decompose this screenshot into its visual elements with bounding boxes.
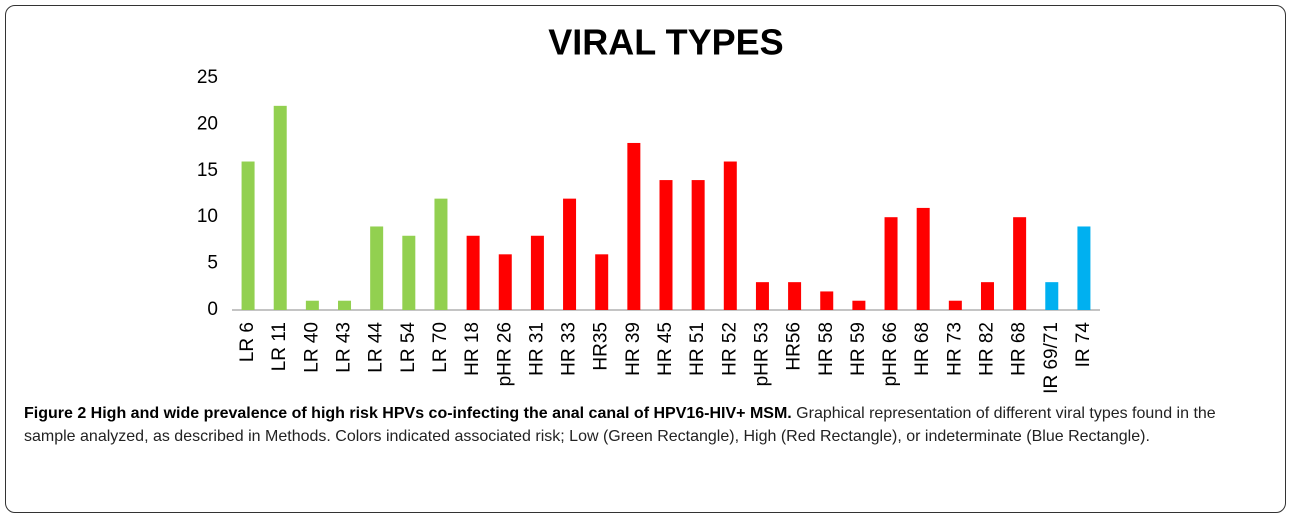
caption-label: Figure 2 High and wide prevalence of hig… <box>24 405 792 422</box>
bar <box>273 105 287 310</box>
x-tick-label: LR 54 <box>398 322 419 373</box>
bar <box>788 282 802 310</box>
bar <box>595 254 609 310</box>
bar <box>948 300 962 310</box>
bar <box>916 207 930 310</box>
bar <box>1013 217 1027 310</box>
bar <box>723 161 737 310</box>
bar <box>659 180 673 310</box>
x-tick-label: LR 44 <box>366 322 387 373</box>
x-tick-label: HR 45 <box>655 322 676 376</box>
y-tick-label: 0 <box>207 299 218 320</box>
x-tick-label: HR 39 <box>623 322 644 376</box>
x-tick-label: pHR 66 <box>880 322 901 386</box>
bar <box>498 254 512 310</box>
y-tick-label: 10 <box>197 206 218 227</box>
bar <box>691 180 705 310</box>
bar <box>820 291 834 310</box>
bar <box>1045 282 1059 310</box>
x-tick-label: HR 68 <box>912 322 933 376</box>
x-tick-label: HR 52 <box>719 322 740 376</box>
x-tick-label: HR 68 <box>1009 322 1030 376</box>
x-tick-label: LR 43 <box>334 322 355 373</box>
y-tick-label: 15 <box>197 160 218 181</box>
x-tick-label: LR 40 <box>301 322 322 373</box>
bar <box>980 282 994 310</box>
bar <box>434 198 448 310</box>
caption: Figure 2 High and wide prevalence of hig… <box>24 403 1254 448</box>
bar <box>370 226 384 310</box>
x-tick-label: HR 33 <box>559 322 580 376</box>
caption-text: Graphical representation of different vi… <box>24 405 1216 445</box>
bar <box>241 161 255 310</box>
x-tick-label: HR56 <box>784 322 805 371</box>
x-tick-label: IR 74 <box>1073 322 1094 368</box>
x-tick-label: IR 69/71 <box>1041 322 1062 394</box>
bar <box>338 300 352 310</box>
bar <box>884 217 898 310</box>
bar <box>627 142 641 310</box>
x-tick-label: pHR 26 <box>494 322 515 386</box>
x-tick-label: HR 73 <box>944 322 965 376</box>
bar <box>466 235 480 310</box>
bar <box>1077 226 1091 310</box>
chart: VIRAL TYPES 0 5 10 15 20 25 LR 6 LR 11 LR 40 LR 4… <box>197 22 1100 394</box>
y-tick-label: 5 <box>207 253 218 274</box>
y-tick-label: 20 <box>197 113 218 134</box>
x-tick-label: HR35 <box>591 322 612 371</box>
chart-title: VIRAL TYPES <box>548 22 783 63</box>
x-tick-label: HR 59 <box>848 322 869 376</box>
x-tick-label: pHR 53 <box>751 322 772 386</box>
x-tick-label: LR 70 <box>430 322 451 373</box>
x-tick-label: LR 6 <box>237 322 258 362</box>
bar <box>305 300 319 310</box>
bar <box>563 198 577 310</box>
x-tick-label: HR 51 <box>687 322 708 376</box>
x-tick-label: HR 31 <box>526 322 547 376</box>
x-tick-label: HR 58 <box>816 322 837 376</box>
x-tick-label: LR 11 <box>269 322 290 371</box>
x-tick-label: HR 82 <box>976 322 997 376</box>
figure-frame <box>5 5 1286 513</box>
bar <box>852 300 866 310</box>
bar <box>402 235 416 310</box>
x-tick-label: HR 18 <box>462 322 483 376</box>
bar <box>530 235 544 310</box>
y-tick-label: 25 <box>197 67 218 88</box>
bar <box>755 282 769 310</box>
